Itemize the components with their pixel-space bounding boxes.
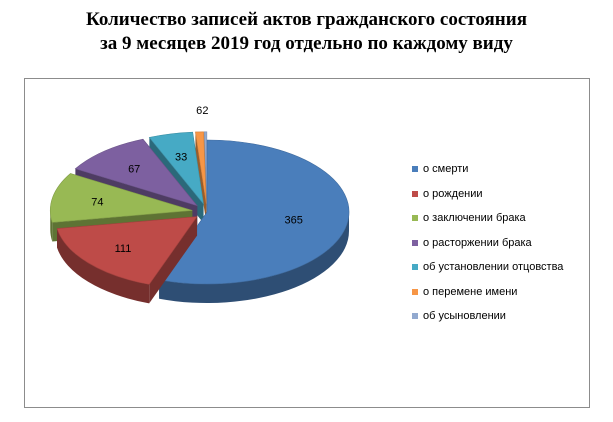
pie-slice-group: [195, 131, 207, 223]
pie-slice: [203, 131, 208, 204]
legend-swatch: [412, 288, 418, 295]
data-label: 74: [91, 196, 103, 208]
legend-label: о перемене имени: [423, 285, 518, 298]
pie-slice-side: [195, 131, 207, 223]
legend-label: о рождении: [423, 187, 483, 200]
legend-swatch: [412, 215, 418, 222]
data-label: 67: [128, 164, 140, 176]
pie-slice-group: [56, 216, 198, 304]
chart-title: Количество записей актов гражданского со…: [0, 8, 613, 56]
pie-slice: [56, 216, 198, 285]
pie-slice: [50, 173, 193, 223]
data-label: 2: [202, 105, 208, 117]
legend-swatch: [412, 264, 418, 271]
legend-item: о рождении: [412, 182, 563, 207]
chart-area: [24, 78, 590, 408]
data-label: 33: [175, 151, 187, 163]
legend-label: об усыновлении: [423, 310, 506, 323]
legend-item: о перемене имени: [412, 280, 563, 305]
chart-title-line-2: за 9 месяцев 2019 год отдельно по каждом…: [100, 33, 513, 54]
legend-swatch: [412, 239, 418, 246]
pie-slice-side: [149, 216, 198, 304]
legend-label: о заключении брака: [423, 212, 526, 225]
pie-slice: [74, 138, 199, 207]
pie-slice-wall: [159, 212, 349, 304]
legend-label: о смерти: [423, 163, 469, 176]
legend-label: об установлении отцовства: [423, 261, 564, 274]
data-label: 365: [285, 215, 303, 227]
data-label: 111: [115, 243, 132, 255]
chart-title-line-1: Количество записей актов гражданского со…: [86, 9, 527, 30]
legend-label: о расторжении брака: [423, 236, 532, 249]
pie-slice: [195, 131, 207, 204]
legend-swatch: [412, 166, 418, 173]
legend-item: о расторжении брака: [412, 231, 563, 256]
pie-slice-wall: [57, 228, 150, 304]
legend-item: об усыновлении: [412, 304, 563, 329]
legend-item: об установлении отцовства: [412, 255, 563, 280]
pie-slice: [148, 131, 204, 206]
legend-swatch: [412, 190, 418, 197]
legend-item: о заключении брака: [412, 206, 563, 231]
legend-swatch: [412, 313, 418, 320]
legend: о смерти о рождении о заключении брака о ра…: [412, 157, 563, 329]
pie-slice-wall: [50, 210, 53, 242]
data-label: 6: [196, 105, 202, 117]
legend-item: о смерти: [412, 157, 563, 182]
pie-slice: [158, 139, 350, 285]
